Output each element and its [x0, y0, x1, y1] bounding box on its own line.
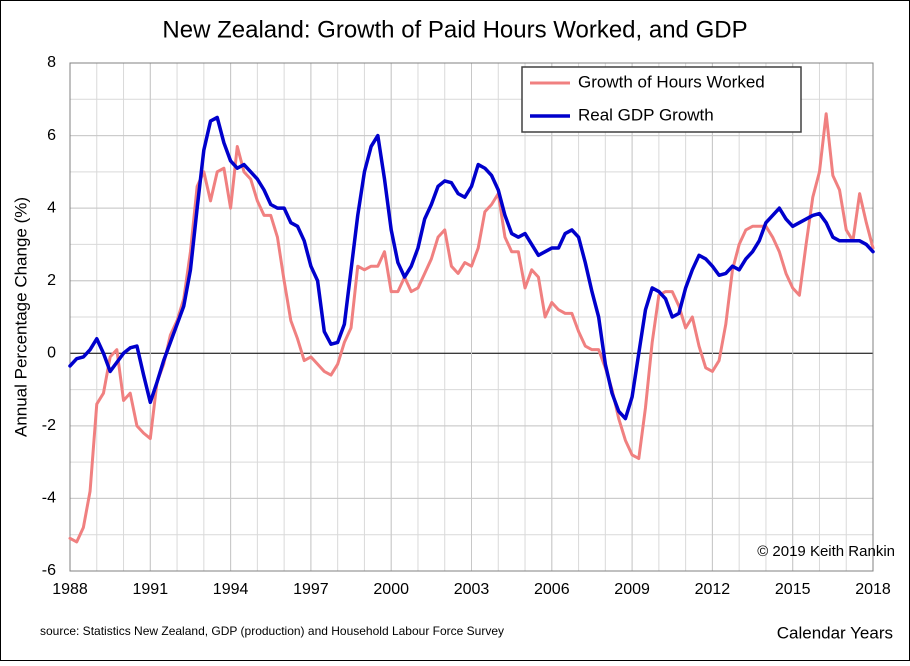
legend-label: Growth of Hours Worked — [578, 72, 765, 91]
y-tick-label: -6 — [42, 562, 56, 579]
x-tick-label: 2009 — [614, 581, 650, 598]
x-tick-label: 2006 — [534, 581, 570, 598]
legend: Growth of Hours Worked Real GDP Growth — [521, 66, 802, 133]
y-tick-label: 2 — [47, 272, 56, 289]
x-tick-label: 1994 — [213, 581, 249, 598]
legend-label: Real GDP Growth — [578, 105, 714, 124]
y-tick-label: 8 — [47, 54, 56, 71]
y-tick-label: -4 — [42, 490, 56, 507]
y-axis-label: Annual Percentage Change (%) — [11, 197, 30, 437]
x-axis-label: Calendar Years — [777, 623, 893, 642]
copyright: © 2019 Keith Rankin — [757, 543, 895, 560]
y-tick-label: 4 — [47, 199, 56, 216]
legend-box — [521, 66, 802, 133]
source-note: source: Statistics New Zealand, GDP (pro… — [40, 624, 504, 638]
y-tick-label: 6 — [47, 127, 56, 144]
x-tick-label: 2003 — [454, 581, 490, 598]
data-line — [68, 112, 875, 544]
data-line — [68, 115, 875, 421]
x-tick-label: 2012 — [695, 581, 731, 598]
x-tick-label: 1988 — [52, 581, 88, 598]
x-tick-label: 2000 — [373, 581, 409, 598]
x-tick-label: 1991 — [133, 581, 169, 598]
y-tick-label: -2 — [42, 417, 56, 434]
x-tick-label: 2015 — [775, 581, 811, 598]
x-tick-label: 1997 — [293, 581, 329, 598]
y-tick-label: 0 — [47, 345, 56, 362]
chart-title: New Zealand: Growth of Paid Hours Worked… — [162, 16, 747, 43]
plot-frame — [69, 62, 874, 572]
x-tick-label: 2018 — [855, 581, 891, 598]
lines — [68, 112, 875, 544]
